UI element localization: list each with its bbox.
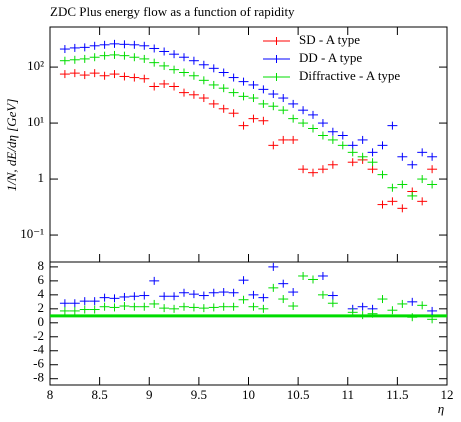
y-tick-label: 2 (38, 300, 45, 315)
y-tick-label: 8 (38, 258, 45, 273)
x-tick-label: 8.5 (92, 387, 108, 402)
x-tick-label: 11.5 (386, 387, 408, 402)
y-tick-label: -6 (33, 356, 44, 371)
x-axis-label: η (438, 401, 444, 416)
legend-label: DD - A type (299, 50, 362, 65)
x-tick-label: 10.5 (287, 387, 310, 402)
x-tick-label: 10 (242, 387, 255, 402)
y-tick-label: -2 (33, 328, 44, 343)
legend-label: SD - A type (299, 32, 360, 47)
y-tick-label: 10⁻¹ (20, 226, 44, 241)
chart-title: ZDC Plus energy flow as a function of ra… (50, 4, 295, 19)
y-tick-label: -8 (33, 370, 44, 385)
y-tick-label: 4 (38, 286, 45, 301)
y-tick-label: 6 (38, 272, 45, 287)
main-frame (49, 26, 448, 263)
y-tick-label: 0 (38, 314, 45, 329)
y-tick-label: 10¹ (27, 114, 44, 129)
legend-label: Diffractive - A type (299, 68, 400, 83)
y-tick-label: 10² (27, 58, 44, 73)
x-tick-label: 12 (441, 387, 454, 402)
x-tick-label: 8 (47, 387, 54, 402)
y-tick-label: 1 (38, 170, 45, 185)
x-tick-label: 9 (146, 387, 153, 402)
y-tick-label: -4 (33, 342, 44, 357)
x-tick-label: 11 (341, 387, 354, 402)
x-tick-label: 9.5 (191, 387, 207, 402)
y-axis-label: 1/N, dE/dη [GeV] (4, 99, 19, 192)
